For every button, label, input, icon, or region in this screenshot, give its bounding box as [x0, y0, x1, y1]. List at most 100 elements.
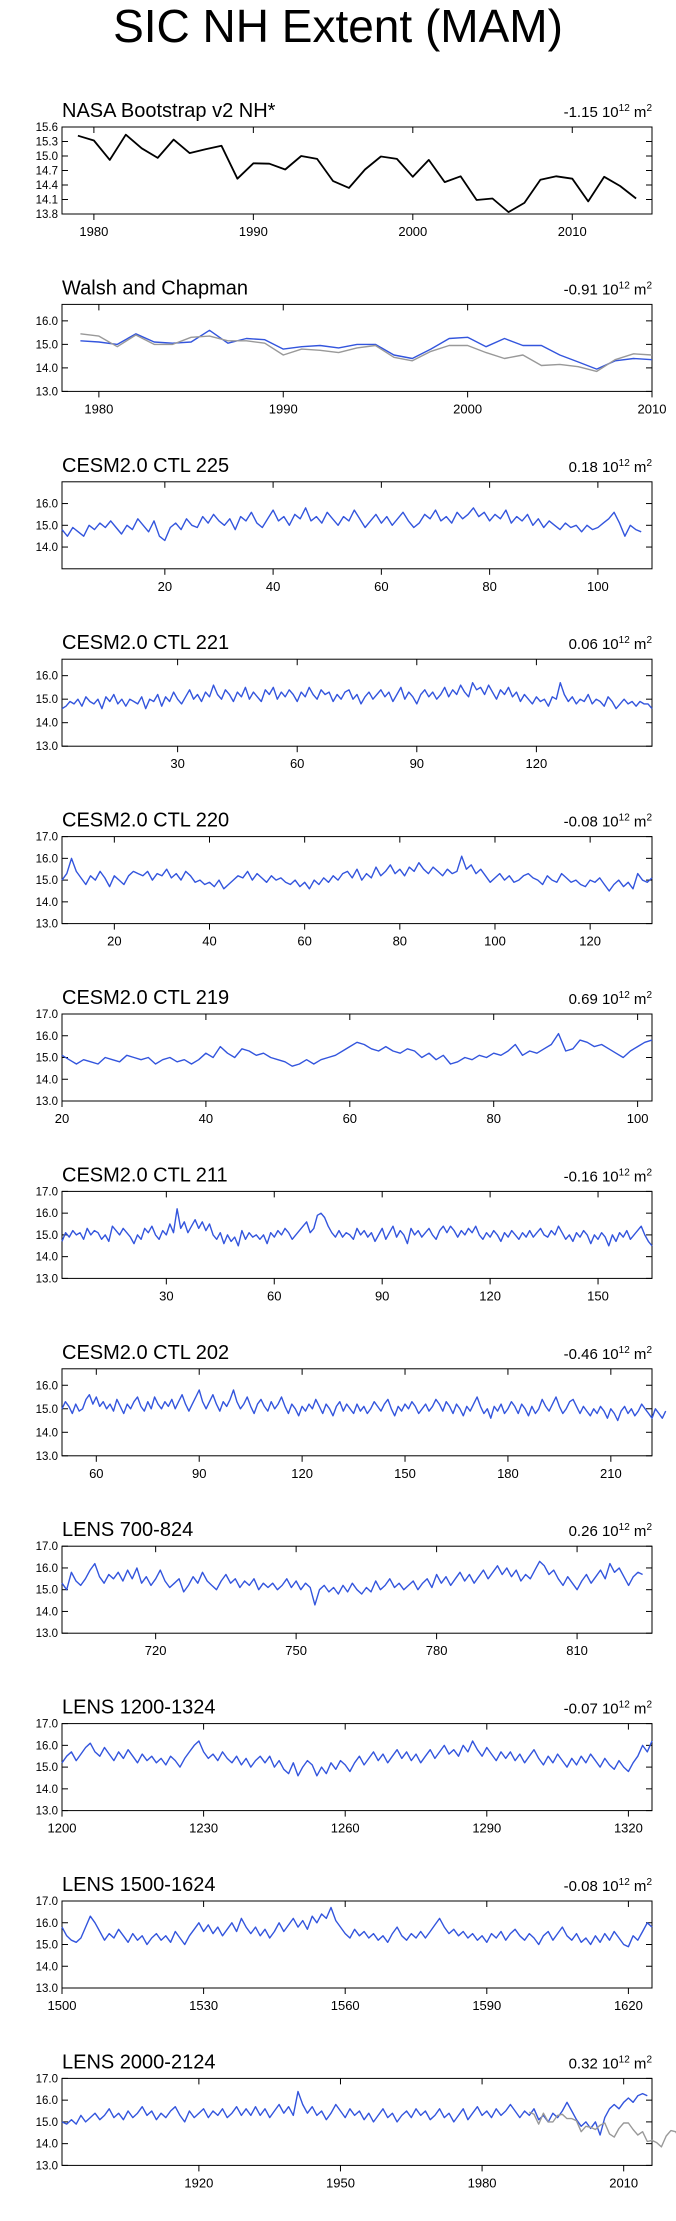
ytick-label: 15.0: [36, 1585, 58, 1597]
ytick-label: 17.0: [36, 832, 58, 844]
ytick-label: 15.0: [36, 875, 58, 887]
xtick-label: 80: [482, 579, 496, 594]
plot-frame: [61, 126, 653, 215]
trend-unit-power: 2: [646, 2054, 652, 2065]
trend-unit-power: 2: [646, 280, 652, 291]
trend-unit: m: [630, 459, 647, 476]
trend-value: -0.08 10: [564, 814, 619, 831]
trend-label: -0.46 1012 m2: [564, 1345, 653, 1363]
xtick-label: 40: [266, 579, 280, 594]
trend-exponent: 12: [619, 1345, 631, 1356]
panel-11: LENS 2000-2124 0.32 1012 m2 13.0 14.0 15.0 16…: [36, 2051, 676, 2190]
plot-frame: [61, 303, 653, 392]
trend-unit: m: [630, 281, 647, 298]
ytick-label: 17.0: [36, 1719, 58, 1731]
ytick-label: 17.0: [36, 1896, 58, 1908]
ytick-label: 13.0: [36, 1273, 58, 1285]
ytick-label: 14.7: [36, 166, 58, 178]
trend-exponent: 12: [619, 280, 631, 291]
trend-value: 0.32 10: [569, 2055, 619, 2072]
ytick-label: 13.0: [36, 2160, 58, 2172]
xtick-label: 60: [290, 756, 304, 771]
trend-label: -0.16 1012 m2: [564, 1167, 653, 1185]
trend-value: -0.91 10: [564, 281, 619, 298]
trend-value: 0.06 10: [569, 636, 619, 653]
xtick-label: 60: [374, 579, 388, 594]
ytick-label: 16.0: [36, 1563, 58, 1575]
panel-title: CESM2.0 CTL 202: [62, 1342, 229, 1364]
panel-title: LENS 1200-1324: [62, 1697, 215, 1719]
ytick-label: 16.0: [36, 499, 58, 511]
trend-unit-power: 2: [646, 1522, 652, 1533]
xtick-label: 1500: [48, 1998, 77, 2013]
panel-1: Walsh and Chapman -0.91 1012 m2 13.0 14.0 15…: [36, 277, 667, 416]
xtick-label: 1590: [472, 1998, 501, 2013]
trend-label: -0.91 1012 m2: [564, 280, 653, 298]
xtick-label: 90: [410, 756, 424, 771]
xtick-label: 30: [170, 756, 184, 771]
trend-label: -0.08 1012 m2: [564, 813, 653, 831]
trend-label: 0.06 1012 m2: [569, 635, 653, 653]
trend-unit: m: [630, 1346, 647, 1363]
series-line-0: [61, 1740, 653, 1777]
ytick-label: 14.0: [36, 1784, 58, 1796]
xtick-label: 1990: [269, 401, 298, 416]
xtick-label: 180: [497, 1466, 519, 1481]
ytick-label: 16.0: [36, 853, 58, 865]
trend-label: -0.08 1012 m2: [564, 1877, 653, 1895]
ytick-label: 13.0: [36, 1628, 58, 1640]
xtick-label: 1620: [614, 1998, 643, 2013]
xtick-label: 1260: [331, 1821, 360, 1836]
trend-exponent: 12: [619, 458, 631, 469]
ytick-label: 17.0: [36, 1186, 58, 1198]
ytick-label: 15.0: [36, 339, 58, 351]
xtick-label: 20: [55, 1111, 69, 1126]
panel-2: CESM2.0 CTL 225 0.18 1012 m2 14.0 15.0 16.0 2…: [36, 455, 653, 594]
xtick-label: 1990: [239, 224, 268, 239]
trend-exponent: 12: [619, 1522, 631, 1533]
panel-title: CESM2.0 CTL 221: [62, 632, 229, 654]
plot-frame: [61, 1013, 653, 1102]
ytick-label: 16.0: [36, 1740, 58, 1752]
trend-value: 0.69 10: [569, 991, 619, 1008]
xtick-label: 120: [291, 1466, 313, 1481]
ytick-label: 14.0: [36, 897, 58, 909]
panel-4: CESM2.0 CTL 220 -0.08 1012 m2 13.0 14.0 15.0…: [36, 810, 653, 949]
series-line-0: [61, 1208, 653, 1247]
ytick-label: 14.0: [36, 1606, 58, 1618]
trend-unit-power: 2: [646, 813, 652, 824]
ytick-label: 14.1: [36, 195, 58, 207]
ytick-label: 13.0: [36, 1096, 58, 1108]
ytick-label: 16.0: [36, 671, 58, 683]
xtick-label: 60: [89, 1466, 103, 1481]
ytick-label: 15.0: [36, 1053, 58, 1065]
xtick-label: 1980: [468, 2175, 497, 2190]
xtick-label: 810: [566, 1643, 588, 1658]
panels: NASA Bootstrap v2 NH* -1.15 1012 m213.814…: [36, 100, 676, 2190]
trend-label: 0.69 1012 m2: [569, 990, 653, 1008]
trend-value: 0.26 10: [569, 1523, 619, 1540]
ytick-label: 14.0: [36, 542, 58, 554]
panel-title: LENS 2000-2124: [62, 2051, 215, 2073]
series-line-0: [80, 329, 653, 370]
trend-exponent: 12: [619, 103, 631, 114]
panel-6: CESM2.0 CTL 211 -0.16 1012 m2 13.0 14.0 15.0…: [36, 1164, 653, 1303]
ytick-label: 13.0: [36, 1983, 58, 1995]
xtick-label: 20: [107, 934, 121, 949]
panel-title: LENS 1500-1624: [62, 1874, 215, 1896]
ytick-label: 13.0: [36, 1806, 58, 1818]
panel-title: NASA Bootstrap v2 NH*: [62, 100, 276, 122]
trend-label: 0.26 1012 m2: [569, 1522, 653, 1540]
trend-unit-power: 2: [646, 103, 652, 114]
trend-value: -0.08 10: [564, 1878, 619, 1895]
series-line-1: [80, 333, 653, 373]
panel-title: CESM2.0 CTL 225: [62, 455, 229, 477]
xtick-label: 1530: [189, 1998, 218, 2013]
xtick-label: 2000: [453, 401, 482, 416]
ytick-label: 15.0: [36, 151, 58, 163]
series-line-0: [61, 1032, 653, 1067]
ytick-label: 17.0: [36, 1009, 58, 1021]
ytick-label: 14.0: [36, 1252, 58, 1264]
ytick-label: 15.6: [36, 122, 58, 134]
ytick-label: 13.0: [36, 1451, 58, 1463]
